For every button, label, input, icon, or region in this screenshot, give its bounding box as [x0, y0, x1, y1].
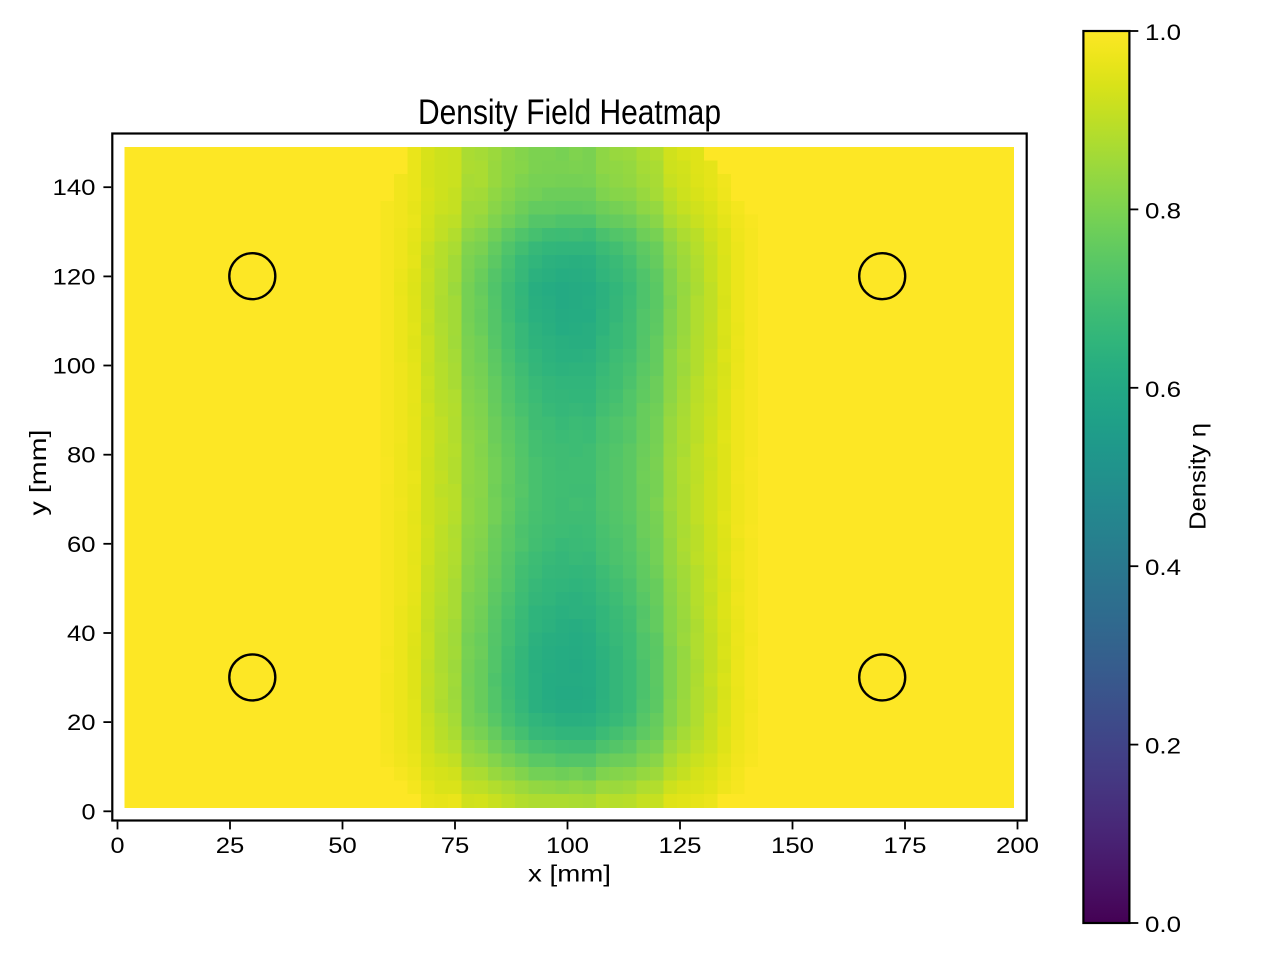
svg-text:0: 0: [82, 799, 96, 824]
svg-text:0: 0: [111, 833, 125, 858]
svg-text:120: 120: [53, 264, 96, 289]
svg-text:20: 20: [67, 710, 96, 735]
svg-text:50: 50: [328, 833, 357, 858]
svg-text:40: 40: [67, 621, 96, 646]
svg-text:75: 75: [441, 833, 470, 858]
svg-text:Density Field Heatmap: Density Field Heatmap: [418, 93, 721, 132]
svg-text:25: 25: [216, 833, 245, 858]
svg-text:200: 200: [996, 833, 1039, 858]
svg-text:0.6: 0.6: [1145, 377, 1181, 402]
svg-text:100: 100: [53, 354, 96, 379]
svg-text:0.2: 0.2: [1145, 734, 1181, 759]
svg-text:125: 125: [659, 833, 702, 858]
svg-text:0.8: 0.8: [1145, 198, 1181, 223]
svg-text:175: 175: [884, 833, 927, 858]
svg-text:0.0: 0.0: [1145, 912, 1181, 937]
svg-text:1.0: 1.0: [1145, 20, 1181, 45]
svg-text:0.4: 0.4: [1145, 555, 1181, 580]
svg-text:100: 100: [546, 833, 589, 858]
svg-text:140: 140: [53, 175, 96, 200]
svg-text:150: 150: [771, 833, 814, 858]
svg-text:x [mm]: x [mm]: [528, 861, 611, 887]
svg-text:y [mm]: y [mm]: [25, 430, 51, 516]
svg-text:80: 80: [67, 443, 96, 468]
svg-text:60: 60: [67, 532, 96, 557]
svg-text:Density η: Density η: [1185, 423, 1211, 530]
